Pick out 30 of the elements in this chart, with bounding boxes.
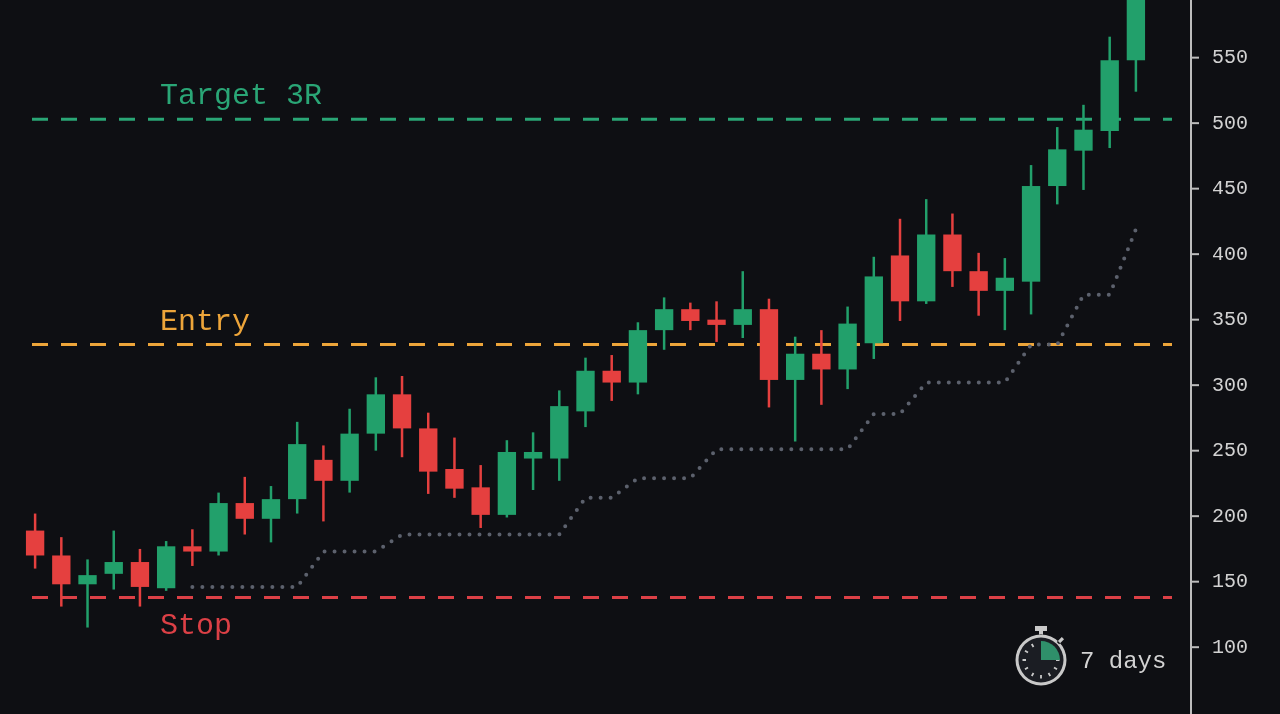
candlestick (681, 301, 700, 332)
y-tick-label: 550 (1212, 46, 1249, 70)
y-tick-label: 500 (1212, 111, 1249, 135)
candlestick (445, 436, 464, 500)
y-tick-label: 400 (1212, 242, 1249, 266)
ref-line-label: Target 3R (160, 79, 323, 114)
y-tick-label: 250 (1212, 439, 1249, 463)
ref-line-label: Stop (160, 609, 233, 644)
annotation: 7 days (1080, 648, 1167, 675)
candlestick (995, 256, 1015, 332)
y-tick-label: 150 (1212, 570, 1249, 594)
y-tick-label: 300 (1212, 373, 1249, 397)
candlestick (969, 251, 988, 317)
candlestick (707, 300, 726, 344)
candlestick (183, 528, 202, 568)
candlestick (104, 529, 123, 591)
y-tick-label: 350 (1212, 308, 1249, 332)
ref-line-label: Entry (160, 304, 251, 339)
candlestick (654, 296, 674, 352)
y-tick-label: 200 (1212, 504, 1249, 528)
candlestick (314, 444, 333, 523)
y-tick-label: 450 (1212, 177, 1249, 201)
candlestick (733, 269, 752, 340)
candlestick (602, 353, 621, 403)
candlestick (235, 475, 254, 536)
candlestick (78, 558, 97, 629)
candlestick (812, 328, 831, 407)
candlestick (261, 484, 281, 544)
candlestick (523, 431, 543, 492)
y-tick-label: 100 (1212, 635, 1249, 659)
